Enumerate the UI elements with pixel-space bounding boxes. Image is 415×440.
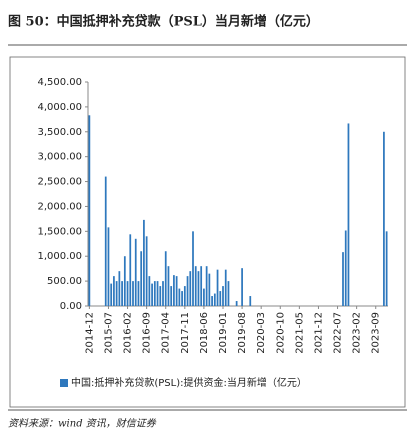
bar — [197, 271, 200, 306]
bar — [347, 123, 350, 306]
bar — [145, 236, 148, 306]
bar — [222, 286, 224, 306]
y-tick-label: 2,000.00 — [37, 201, 82, 212]
bar — [211, 296, 213, 306]
bar — [342, 252, 344, 306]
x-tick-label: 2015-07 — [103, 312, 114, 354]
y-tick-label: 4,500.00 — [37, 77, 82, 88]
y-tick-label: 500.00 — [47, 276, 82, 287]
bar — [383, 131, 385, 306]
bar — [137, 281, 140, 306]
y-tick-label: 3,000.00 — [37, 152, 82, 163]
chart-frame — [9, 56, 406, 408]
bar — [192, 231, 194, 306]
y-tick-label: 4,000.00 — [37, 102, 82, 113]
bar — [203, 288, 205, 306]
bar — [173, 275, 175, 306]
bar — [115, 281, 118, 306]
bar — [189, 271, 192, 306]
bar — [385, 231, 388, 306]
x-tick-label: 2014-12 — [84, 312, 95, 354]
bar — [126, 281, 129, 306]
y-tick-label: 3,500.00 — [37, 127, 82, 138]
bar — [249, 296, 252, 306]
x-tick-label: 2021-12 — [313, 312, 324, 354]
x-tick-label: 2019-08 — [237, 312, 248, 354]
bar — [224, 269, 227, 306]
bar — [159, 286, 162, 306]
y-tick-label: 2,500.00 — [37, 177, 82, 188]
bar — [156, 281, 159, 306]
bar — [344, 230, 347, 306]
bar — [104, 176, 107, 306]
bar — [235, 301, 238, 306]
x-tick-label: 2023-09 — [371, 312, 382, 354]
bar — [134, 238, 137, 306]
y-tick-label: 1,500.00 — [37, 226, 82, 237]
bar — [208, 273, 211, 306]
bar — [241, 268, 243, 306]
bar — [162, 281, 164, 306]
bar — [186, 276, 189, 306]
bar — [175, 276, 178, 306]
bar — [113, 276, 115, 306]
source-note: 资料来源：wind 资讯，财信证券 — [8, 418, 157, 430]
x-tick-label: 2020-10 — [275, 312, 286, 354]
y-tick-label: 1,000.00 — [37, 251, 82, 262]
x-tick-label: 2021-05 — [294, 312, 305, 354]
bar — [219, 291, 222, 306]
bar — [164, 251, 167, 306]
bar — [181, 291, 183, 306]
bar — [227, 281, 230, 306]
bar — [151, 283, 153, 306]
bar — [88, 115, 91, 306]
bar — [213, 293, 216, 306]
legend-label: 中国:抵押补充贷款(PSL):提供资金:当月新增（亿元） — [71, 376, 307, 389]
bar — [121, 281, 123, 306]
bar — [183, 286, 186, 306]
chart-title: 图 50：中国抵押补充贷款（PSL）当月新增（亿元） — [8, 14, 319, 30]
x-tick-label: 2018-06 — [199, 312, 210, 354]
bar — [140, 251, 143, 306]
bar — [153, 281, 156, 306]
bar — [194, 266, 197, 306]
bar — [205, 266, 208, 306]
x-tick-label: 2022-07 — [333, 312, 344, 354]
x-tick-label: 2017-04 — [161, 312, 172, 354]
bar — [107, 227, 110, 306]
bar — [110, 283, 113, 306]
bar — [178, 288, 181, 306]
bar — [148, 276, 151, 306]
x-tick-label: 2020-03 — [256, 312, 267, 354]
bar — [129, 234, 132, 306]
legend-swatch — [60, 379, 68, 387]
y-tick-label: 0.00 — [60, 301, 82, 312]
x-tick-label: 2016-02 — [123, 312, 134, 354]
bar — [132, 281, 134, 306]
x-tick-label: 2017-11 — [180, 312, 191, 354]
x-tick-label: 2016-09 — [142, 312, 153, 354]
x-tick-label: 2023-02 — [352, 312, 363, 354]
bar — [216, 269, 219, 306]
x-tick-label: 2019-01 — [218, 312, 229, 354]
bar — [123, 256, 126, 306]
bar — [167, 266, 170, 306]
bar — [170, 286, 173, 306]
bar — [118, 271, 121, 306]
bar — [200, 266, 203, 306]
bar — [143, 219, 145, 306]
